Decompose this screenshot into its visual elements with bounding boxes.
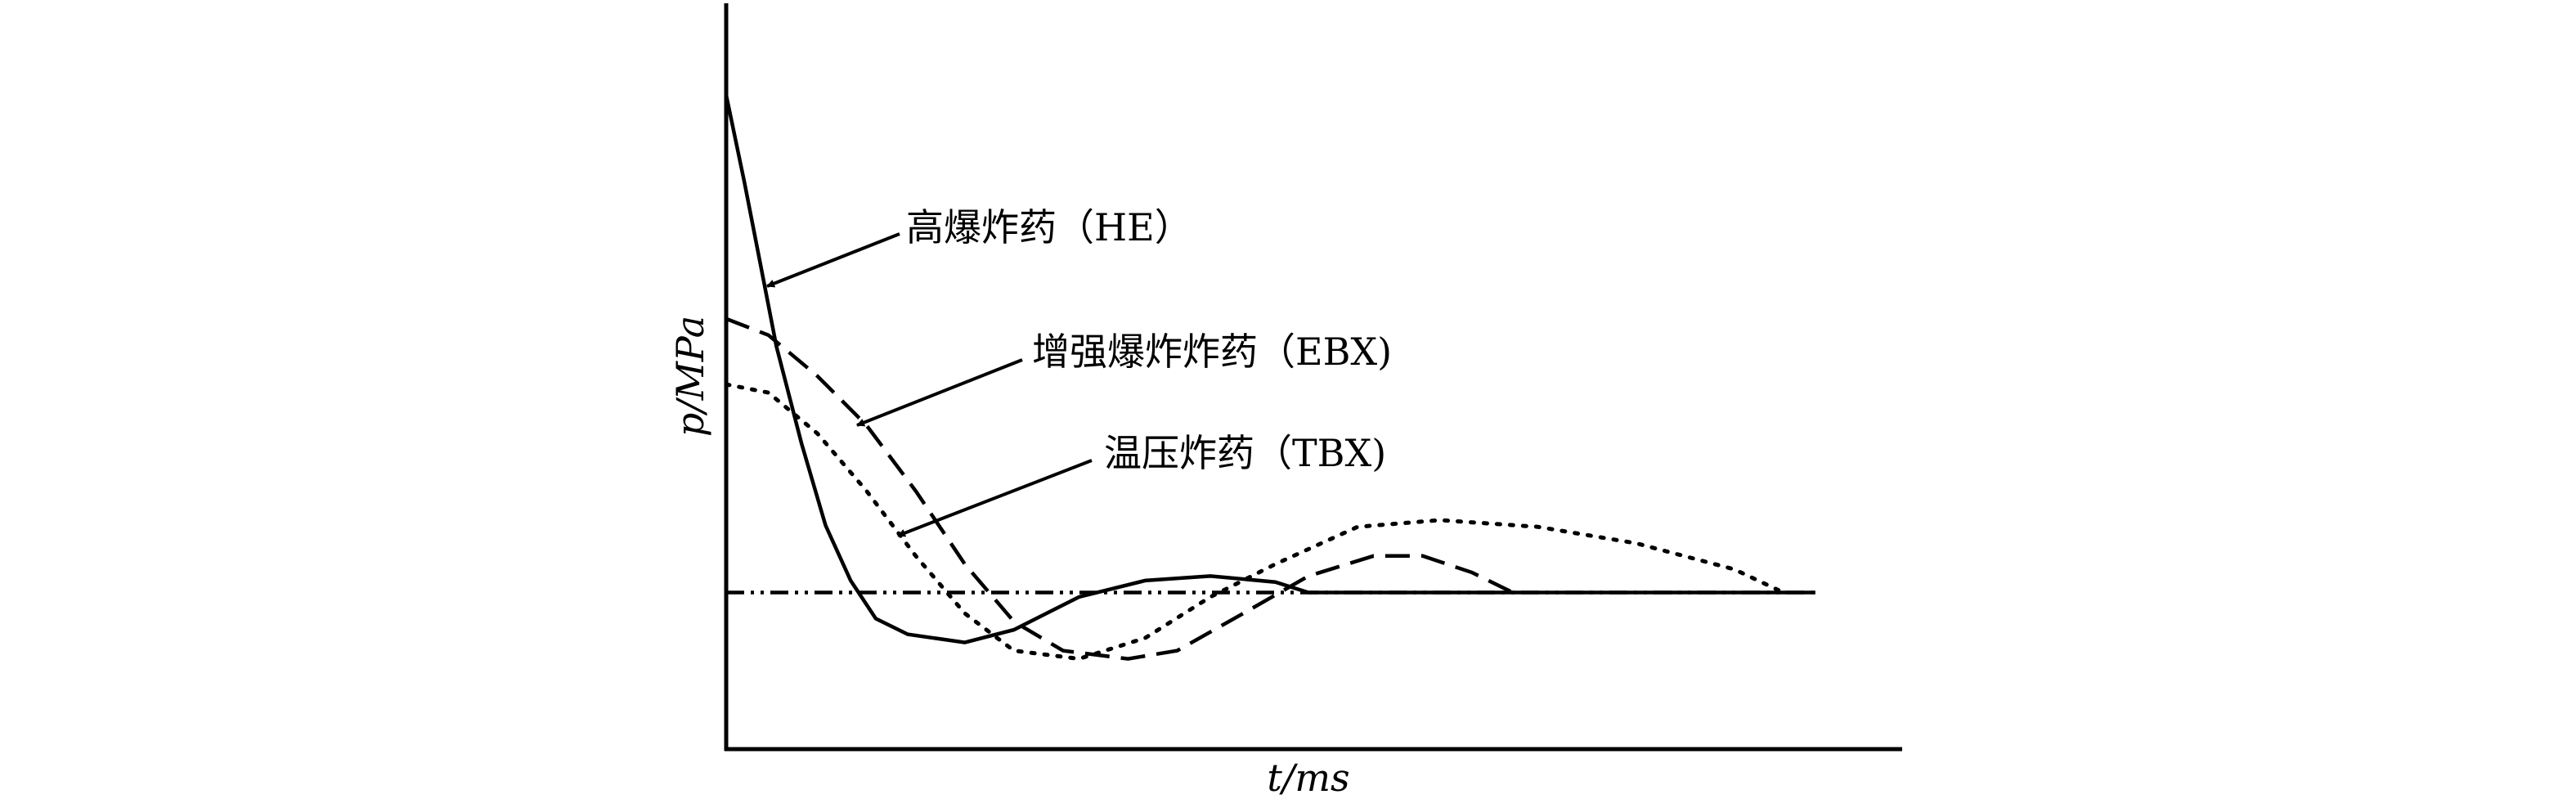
x-axis-label: t/ms bbox=[1267, 756, 1349, 800]
annotation-arrow bbox=[856, 358, 1023, 427]
series-line bbox=[724, 94, 1815, 644]
annotation-arrow bbox=[897, 459, 1093, 537]
series-line bbox=[724, 382, 1786, 662]
annotation: 增强爆炸炸药（EBX) bbox=[1032, 330, 1392, 374]
annotation: 温压炸药（TBX) bbox=[1104, 431, 1386, 475]
y-axis-label: p/MPa bbox=[668, 316, 712, 437]
annotation: 高爆炸药（HE） bbox=[906, 205, 1192, 249]
annotation-arrow bbox=[766, 232, 900, 288]
